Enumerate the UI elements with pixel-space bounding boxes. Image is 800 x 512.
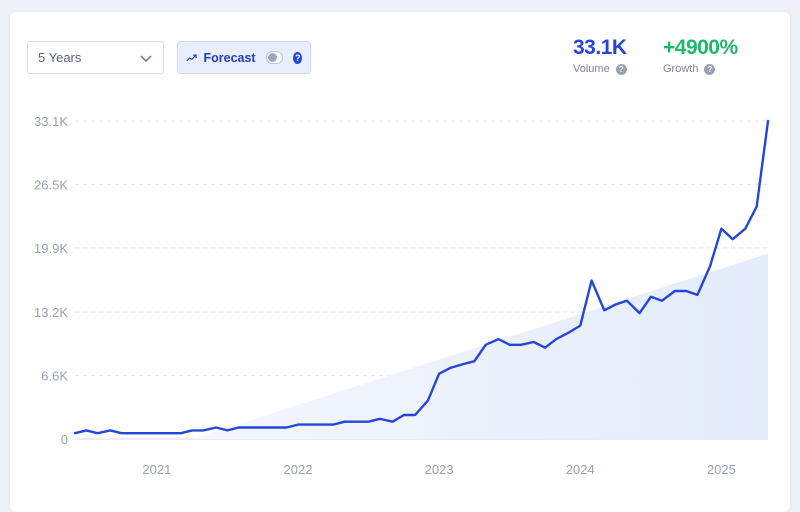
y-tick-label: 13.2K — [34, 305, 68, 320]
growth-label: Growth — [663, 63, 699, 75]
volume-series-line — [73, 119, 770, 435]
volume-label: Volume — [573, 63, 610, 75]
forecast-switch[interactable] — [265, 51, 284, 64]
growth-metric: +4900% Growth ? — [663, 36, 738, 75]
volume-line-chart: 0 6.6K 13.2K 19.9K 26.5K 33.1K 2021 2022 2023 202… — [34, 114, 770, 477]
period-select[interactable]: 5 Years — [27, 41, 164, 74]
trending-up-icon — [186, 54, 197, 61]
forecast-help-icon[interactable]: ? — [293, 51, 302, 64]
x-tick-label: 2025 — [707, 462, 736, 477]
trend-area — [192, 253, 769, 439]
growth-help-icon[interactable]: ? — [704, 63, 716, 75]
chevron-down-icon — [140, 55, 152, 63]
x-tick-label: 2022 — [284, 462, 313, 477]
volume-value: 33.1K — [573, 36, 627, 59]
y-tick-label: 33.1K — [34, 114, 68, 129]
y-tick-label: 26.5K — [34, 177, 68, 192]
forecast-switch-knob — [267, 53, 277, 62]
x-tick-label: 2021 — [142, 462, 171, 477]
period-select-value: 5 Years — [38, 50, 82, 65]
y-tick-label: 19.9K — [34, 241, 68, 256]
y-tick-label: 0 — [61, 432, 68, 447]
y-tick-label: 6.6K — [41, 369, 68, 384]
forecast-toggle-group[interactable]: Forecast ? — [177, 41, 311, 74]
forecast-label: Forecast — [203, 50, 256, 65]
x-tick-label: 2023 — [425, 462, 454, 477]
growth-value: +4900% — [663, 36, 738, 59]
volume-metric: 33.1K Volume ? — [573, 36, 627, 75]
volume-help-icon[interactable]: ? — [615, 63, 627, 75]
x-tick-label: 2024 — [566, 462, 595, 477]
